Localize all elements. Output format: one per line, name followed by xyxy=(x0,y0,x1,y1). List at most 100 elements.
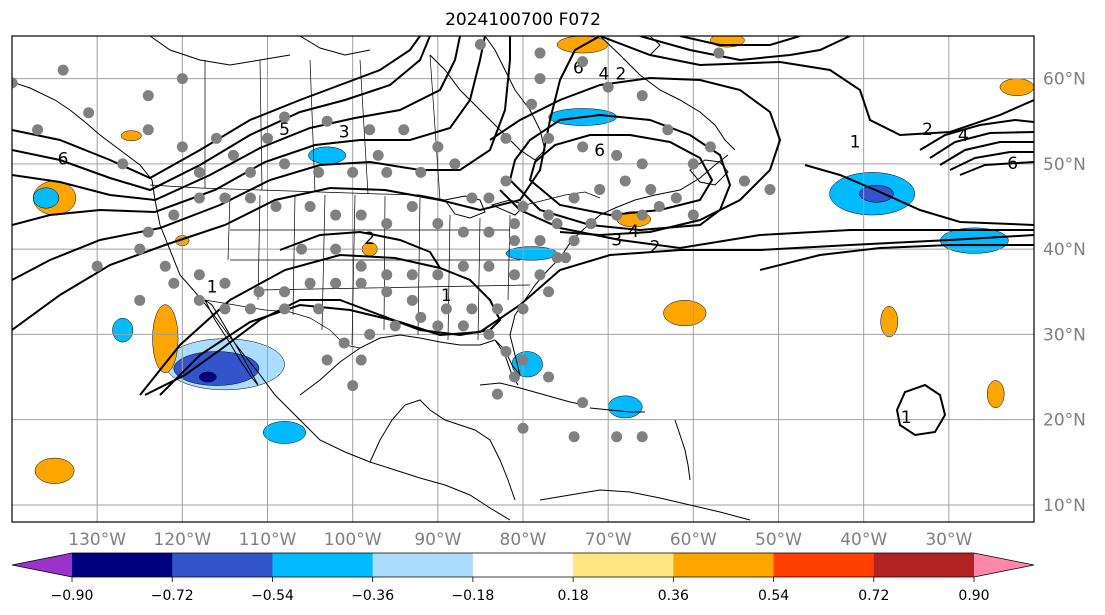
colorbar xyxy=(11,552,1035,578)
station-marker xyxy=(526,98,538,110)
contour-label: 2 xyxy=(616,64,627,84)
colorbar-tick-label: −0.72 xyxy=(151,588,194,604)
station-marker xyxy=(406,201,418,213)
station-marker xyxy=(304,277,316,289)
station-marker xyxy=(390,22,401,33)
contour-label: 3 xyxy=(611,231,622,251)
station-marker xyxy=(491,388,503,400)
hispaniola xyxy=(589,407,645,413)
colorbar-tick-label: 0.54 xyxy=(758,588,789,604)
station-marker xyxy=(159,260,171,272)
station-marker xyxy=(585,218,597,230)
colorbar-tick-label: 0.36 xyxy=(658,588,689,604)
contour-label: 2 xyxy=(922,120,933,140)
shaded-region xyxy=(120,130,142,142)
contour-label: 4 xyxy=(958,126,969,146)
shaded-region xyxy=(33,187,60,209)
contour-line xyxy=(489,76,782,237)
latitude-label: 20°N xyxy=(1043,411,1086,431)
station-marker xyxy=(483,260,495,272)
map-frame xyxy=(11,35,1035,523)
station-marker xyxy=(543,371,555,383)
cuba xyxy=(479,382,586,406)
colorbar-tick-label: 0.18 xyxy=(558,588,589,604)
station-marker xyxy=(560,252,572,264)
station-marker xyxy=(227,149,239,161)
station-marker xyxy=(602,81,614,93)
contour-label: 6 xyxy=(1007,154,1018,174)
contour-label: 1 xyxy=(441,286,452,306)
canada-province-lines xyxy=(204,54,441,201)
station-marker xyxy=(355,260,367,272)
station-marker xyxy=(568,235,580,247)
contour-line xyxy=(959,161,1034,176)
colorbar-segment xyxy=(773,553,875,577)
longitude-label: 60°W xyxy=(670,530,717,550)
contour-label: 6 xyxy=(573,58,584,78)
latitude-label: 10°N xyxy=(1043,496,1086,516)
station-marker xyxy=(534,47,546,59)
station-marker xyxy=(508,218,520,230)
hudson-bay xyxy=(429,36,546,161)
station-marker xyxy=(142,226,154,238)
station-marker xyxy=(670,192,682,204)
station-marker xyxy=(432,320,444,332)
colorbar-tick-label: 0.90 xyxy=(958,588,989,604)
contour-line xyxy=(759,244,1034,271)
newfoundland xyxy=(689,159,729,186)
station-marker xyxy=(440,303,452,315)
station-marker xyxy=(364,328,376,340)
contour-line xyxy=(949,151,1034,171)
station-marker xyxy=(543,132,555,144)
longitude-label: 100°W xyxy=(324,530,382,550)
contour-lines xyxy=(12,36,1034,437)
station-marker xyxy=(534,73,546,85)
station-marker xyxy=(134,243,146,255)
station-marker xyxy=(466,192,478,204)
station-marker xyxy=(193,269,205,281)
station-marker xyxy=(662,124,674,136)
station-marker xyxy=(330,277,342,289)
station-marker xyxy=(381,269,393,281)
station-marker xyxy=(466,303,478,315)
shaded-region xyxy=(112,317,134,343)
colorbar-tick-label: −0.90 xyxy=(51,588,94,604)
station-marker xyxy=(449,158,461,170)
station-marker xyxy=(432,218,444,230)
station-marker xyxy=(91,260,103,272)
colorbar-segment xyxy=(673,553,775,577)
station-marker xyxy=(389,320,401,332)
contour-label: 4 xyxy=(598,64,609,84)
station-marker xyxy=(313,303,325,315)
station-marker xyxy=(415,311,427,323)
contour-line xyxy=(528,134,714,217)
station-marker xyxy=(508,269,520,281)
station-marker xyxy=(142,90,154,102)
station-marker xyxy=(491,303,503,315)
colorbar-segment xyxy=(272,553,374,577)
contour-line xyxy=(12,36,601,331)
baja-california xyxy=(204,299,259,386)
station-marker xyxy=(134,294,146,306)
contour-line xyxy=(159,234,1034,396)
latitude-labels: 60°N 50°N 40°N 30°N 20°N 10°N xyxy=(1043,70,1086,516)
state-lines xyxy=(227,194,531,346)
station-marker xyxy=(406,269,418,281)
station-marker xyxy=(432,141,444,153)
station-marker xyxy=(347,166,359,178)
colorbar-tick-label: −0.36 xyxy=(351,588,394,604)
station-marker xyxy=(193,294,205,306)
colorbar-tick-label: 0.72 xyxy=(858,588,889,604)
station-marker xyxy=(279,303,291,315)
station-marker xyxy=(577,56,589,68)
longitude-label: 40°W xyxy=(840,530,887,550)
station-marker xyxy=(109,22,120,33)
station-marker xyxy=(517,303,529,315)
station-marker xyxy=(253,286,265,298)
contour-label: 3 xyxy=(339,122,350,142)
station-marker xyxy=(12,77,18,89)
station-marker xyxy=(279,111,291,123)
station-marker xyxy=(432,269,444,281)
